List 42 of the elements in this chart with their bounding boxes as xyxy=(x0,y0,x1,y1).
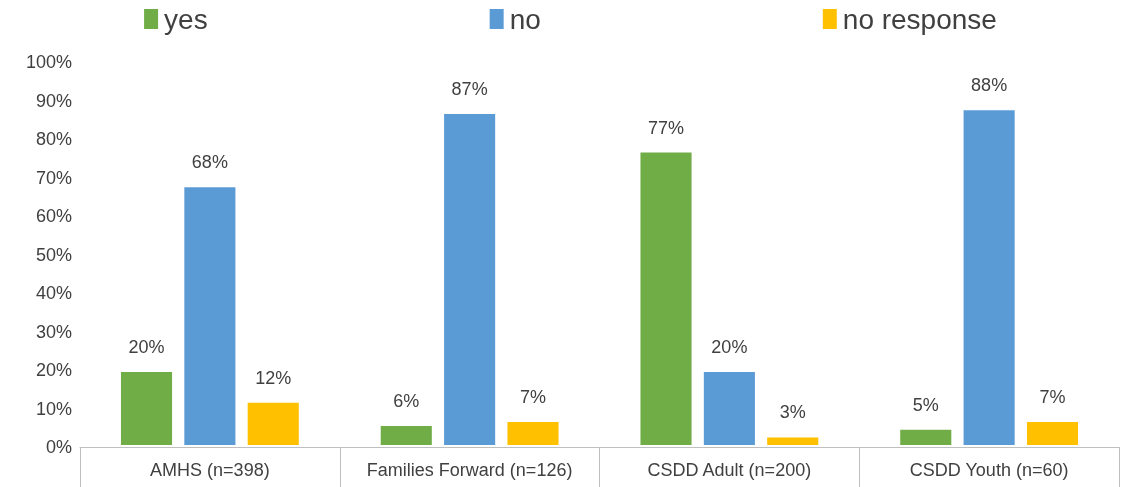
data-label: 7% xyxy=(1039,387,1066,408)
bar xyxy=(898,427,954,447)
data-label: 68% xyxy=(191,152,228,173)
data-label: 20% xyxy=(711,337,748,357)
bar xyxy=(1024,420,1081,447)
data-label: 77% xyxy=(648,117,685,138)
legend-label: no xyxy=(509,3,541,35)
y-tick-label: 100% xyxy=(25,52,72,72)
bar xyxy=(245,400,301,447)
y-tick-label: 90% xyxy=(35,90,72,111)
x-tick-label: CSDD Adult (n=200) xyxy=(647,460,812,480)
data-label: 88% xyxy=(971,75,1008,96)
y-tick-label: 50% xyxy=(35,244,72,265)
x-tick-label: Families Forward (n=126) xyxy=(366,460,573,480)
y-tick-label: 60% xyxy=(35,206,72,226)
bar xyxy=(118,370,175,447)
bar xyxy=(701,370,757,447)
bar xyxy=(442,112,498,447)
y-tick-label: 40% xyxy=(35,283,72,303)
y-tick-label: 10% xyxy=(35,398,72,419)
y-tick-label: 20% xyxy=(35,360,72,380)
x-tick-label: CSDD Youth (n=60) xyxy=(909,460,1069,480)
data-label: 7% xyxy=(519,387,546,408)
data-label: 5% xyxy=(912,394,939,415)
y-tick-label: 0% xyxy=(45,437,72,457)
x-tick-label: AMHS (n=398) xyxy=(150,460,270,480)
y-tick-label: 70% xyxy=(35,167,72,188)
data-label: 6% xyxy=(393,390,420,411)
bar xyxy=(182,185,238,447)
bar xyxy=(765,435,821,447)
legend-label: no response xyxy=(842,3,997,35)
data-label: 12% xyxy=(255,367,292,388)
data-label: 3% xyxy=(779,402,806,423)
bar xyxy=(961,108,1017,447)
bar xyxy=(638,150,694,447)
data-label: 20% xyxy=(128,337,165,357)
y-tick-label: 80% xyxy=(35,129,72,149)
data-label: 87% xyxy=(451,79,488,100)
bar xyxy=(505,420,561,447)
y-tick-label: 30% xyxy=(35,321,72,342)
bar xyxy=(378,423,434,447)
legend-label: yes xyxy=(164,3,208,35)
